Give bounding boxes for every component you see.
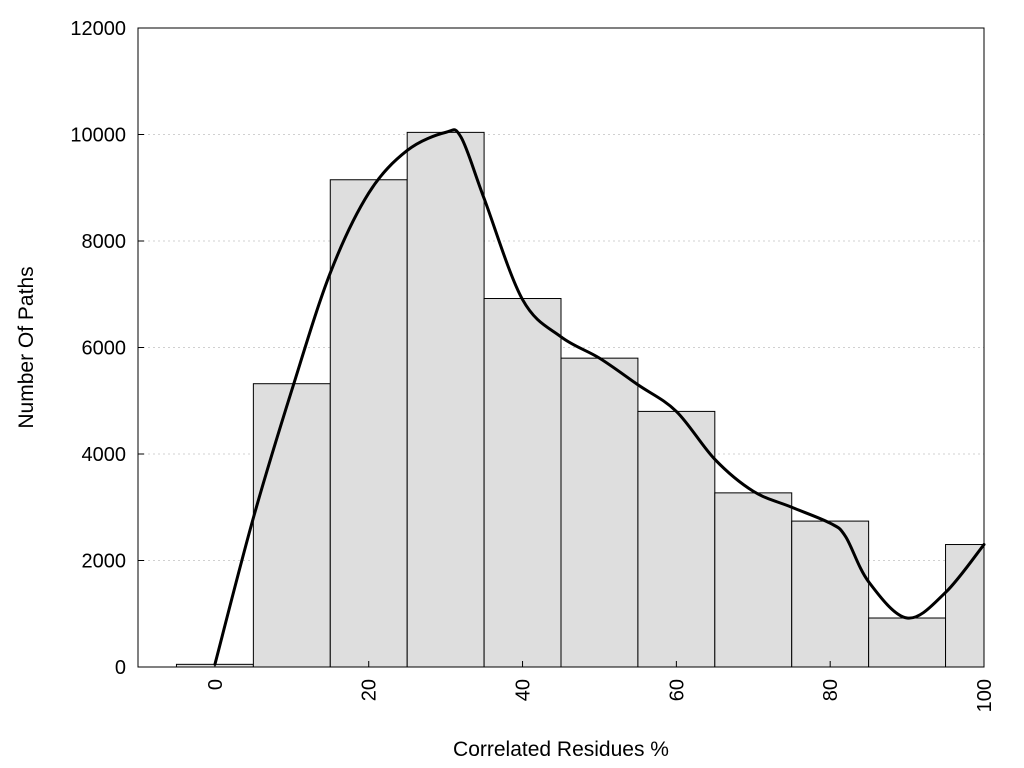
x-tick-label: 20: [359, 679, 381, 701]
histogram-bar: [329, 179, 408, 668]
histogram-bar: [945, 544, 985, 668]
y-tick-label: 10000: [70, 125, 126, 147]
histogram-bar: [791, 520, 870, 668]
x-tick-label: 60: [666, 679, 688, 701]
y-tick-label: 2000: [82, 551, 127, 573]
y-tick-label: 8000: [82, 231, 127, 253]
x-tick-label: 0: [205, 679, 227, 690]
histogram-bar: [406, 131, 485, 668]
histogram-bars: [175, 131, 985, 668]
axes: [137, 27, 985, 668]
histogram-bar: [714, 492, 793, 668]
y-tick-label: 4000: [82, 444, 127, 466]
y-tick-label: 0: [115, 657, 126, 679]
y-axis-title: Number Of Paths: [15, 266, 38, 428]
x-tick-label: 80: [820, 679, 842, 701]
x-axis-title: Correlated Residues %: [453, 738, 669, 761]
tick-labels: 0 2000 4000 6000 8000 10000 12000 0 20 40 60 80 100: [70, 18, 996, 712]
histogram-bar: [868, 617, 947, 668]
histogram-bar: [560, 357, 639, 668]
x-tick-label: 40: [513, 679, 535, 701]
y-tick-label: 6000: [82, 338, 127, 360]
density-curve: [213, 128, 986, 666]
y-tick-label: 12000: [70, 18, 126, 40]
density-curve-group: [213, 128, 986, 666]
x-tick-label: 100: [974, 679, 996, 712]
histogram-bar: [637, 410, 716, 668]
histogram-bar: [483, 298, 562, 668]
histogram-bar: [252, 383, 331, 668]
